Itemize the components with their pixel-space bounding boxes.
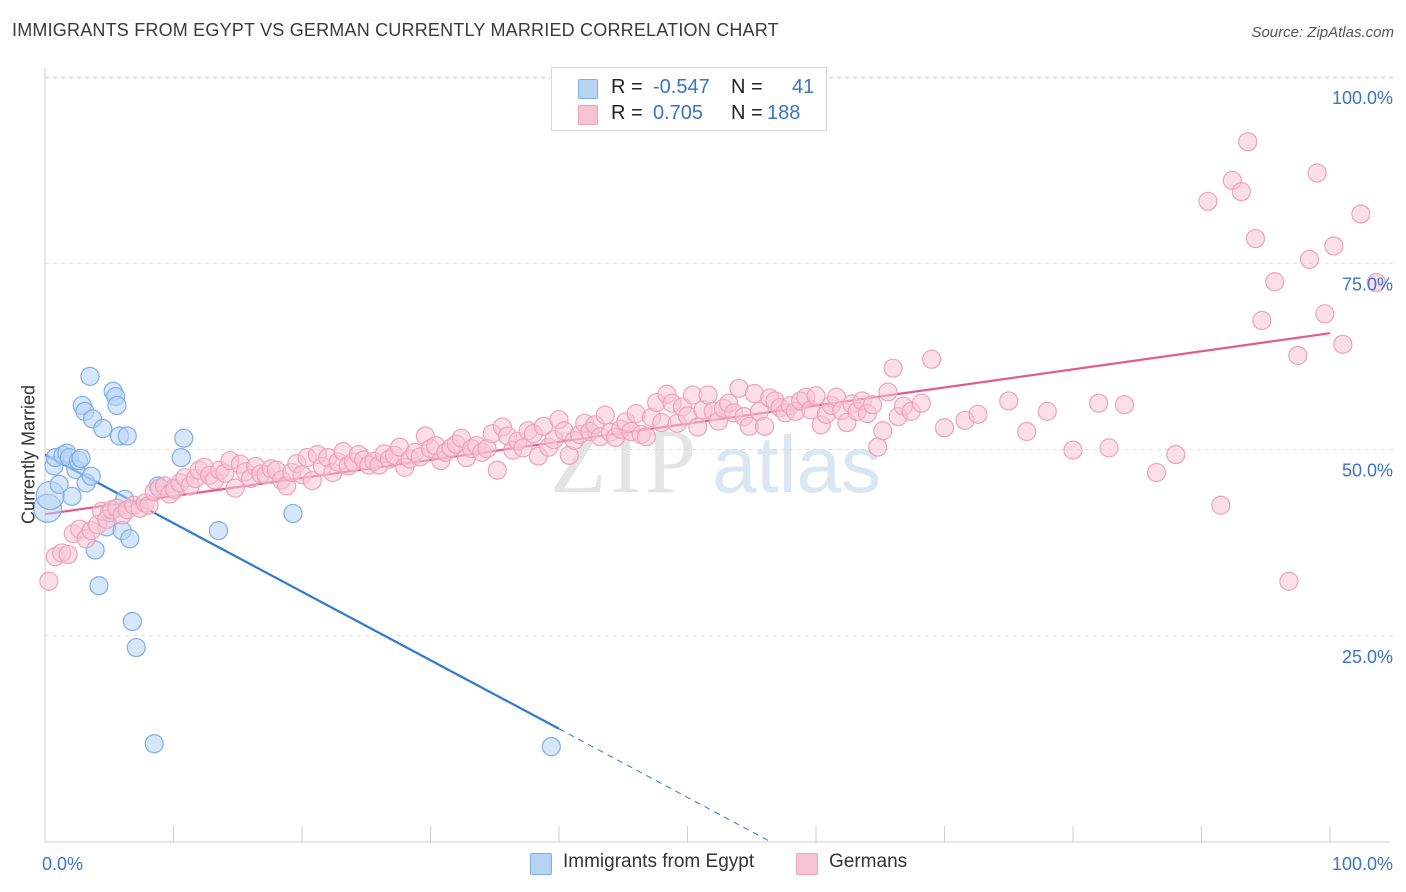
- germans-point: [225, 478, 245, 498]
- egypt-point: [126, 637, 146, 658]
- egypt-point: [171, 447, 191, 468]
- y-tick-label: 75.0%: [1342, 274, 1393, 294]
- germans-point: [911, 393, 931, 413]
- egypt-point: [49, 474, 69, 494]
- egypt-swatch: [578, 79, 598, 99]
- germans-point: [878, 382, 898, 402]
- germans-point: [58, 544, 78, 565]
- germans-point: [1252, 310, 1272, 331]
- germans-point: [1245, 228, 1266, 249]
- germans-point: [1037, 401, 1057, 421]
- germans-point: [1146, 462, 1167, 483]
- germans-point: [513, 438, 533, 458]
- germans-point: [1333, 334, 1353, 354]
- germans-point: [1288, 345, 1308, 366]
- y-axis-label: Currently Married: [18, 384, 39, 525]
- egypt-point: [81, 466, 101, 486]
- chart-source: Source: ZipAtlas.com: [1251, 24, 1394, 41]
- egypt-r-value: -0.547: [653, 76, 710, 98]
- germans-point: [487, 460, 507, 480]
- germans-point: [1315, 304, 1335, 324]
- germans-point: [1279, 571, 1299, 591]
- germans-point: [968, 404, 988, 424]
- egypt-n-value: 41: [792, 76, 815, 98]
- germans-r-value: 0.705: [653, 102, 704, 124]
- chart-title: IMMIGRANTS FROM EGYPT VS GERMAN CURRENTL…: [12, 20, 779, 40]
- egypt-point: [120, 529, 140, 549]
- germans-swatch: [578, 105, 598, 125]
- germans-point: [754, 416, 775, 436]
- egypt-point: [117, 426, 137, 446]
- egypt-point: [62, 486, 82, 506]
- egypt-r-label: R =: [611, 76, 643, 98]
- egypt-point: [122, 611, 142, 632]
- egypt-trendline-extension: [558, 728, 772, 843]
- germans-point: [873, 421, 893, 441]
- germans-point: [636, 427, 656, 447]
- germans-point: [1366, 272, 1386, 293]
- legend-item-germans[interactable]: Germans: [796, 850, 926, 880]
- germans-point: [1351, 204, 1371, 224]
- germans-point: [1089, 393, 1109, 413]
- germans-point: [999, 391, 1019, 411]
- germans-point: [1231, 182, 1251, 202]
- germans-point: [1324, 236, 1344, 256]
- egypt-point: [283, 503, 303, 524]
- egypt-point: [541, 737, 561, 757]
- germans-point: [1017, 421, 1037, 442]
- germans-point: [688, 417, 708, 437]
- legend-germans-label: Germans: [829, 851, 908, 872]
- germans-point: [1063, 440, 1083, 460]
- x-tick-label-max: 100.0%: [1332, 854, 1393, 874]
- egypt-point: [80, 366, 100, 386]
- germans-point: [862, 395, 883, 415]
- stats-legend-row-egypt: R = -0.547 N = 41: [552, 75, 826, 101]
- germans-point: [934, 418, 955, 438]
- y-tick-label: 100.0%: [1332, 88, 1393, 108]
- germans-point: [1265, 272, 1285, 292]
- legend-egypt-label: Immigrants from Egypt: [563, 851, 755, 872]
- germans-point: [1299, 249, 1320, 270]
- germans-point: [1307, 163, 1327, 183]
- germans-point: [39, 571, 59, 591]
- egypt-point: [174, 428, 194, 448]
- egypt-point: [89, 576, 109, 596]
- legend-item-egypt[interactable]: Immigrants from Egypt: [530, 850, 780, 880]
- germans-point: [1166, 445, 1186, 465]
- germans-point: [595, 405, 615, 425]
- germans-point: [1099, 438, 1119, 458]
- germans-point: [883, 358, 903, 378]
- legend-egypt-swatch: [530, 853, 552, 875]
- egypt-n-label: N =: [731, 76, 763, 98]
- y-tick-label: 25.0%: [1342, 647, 1393, 667]
- germans-point: [1211, 495, 1231, 515]
- egypt-point: [93, 418, 113, 439]
- stats-legend-row-germans: R = 0.705 N = 188: [552, 101, 826, 127]
- legend-germans-swatch: [796, 853, 818, 875]
- y-tick-label: 50.0%: [1342, 461, 1393, 481]
- x-tick-label-min: 0.0%: [42, 854, 83, 874]
- germans-point: [806, 386, 826, 406]
- germans-r-label: R =: [611, 102, 643, 124]
- egypt-point: [208, 520, 229, 541]
- stats-legend: R = -0.547 N = 41 R = 0.705 N = 188: [551, 67, 827, 131]
- egypt-point: [144, 734, 164, 754]
- germans-n-label: N =: [731, 102, 763, 124]
- germans-point: [1114, 395, 1135, 415]
- watermark-atlas: atlas: [712, 420, 881, 509]
- germans-point: [698, 385, 718, 405]
- germans-point: [1198, 191, 1218, 211]
- egypt-point: [71, 448, 91, 468]
- germans-point: [1238, 132, 1258, 152]
- egypt-point: [107, 395, 127, 416]
- germans-n-value: 188: [767, 102, 801, 124]
- germans-point: [302, 471, 322, 491]
- germans-point: [922, 349, 942, 369]
- germans-point: [868, 437, 888, 457]
